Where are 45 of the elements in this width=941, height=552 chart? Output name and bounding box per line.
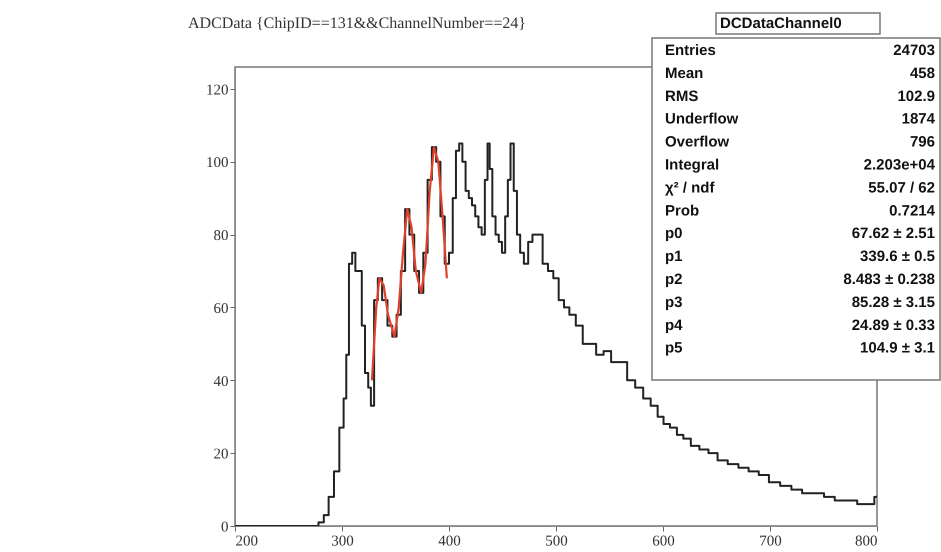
text: Entries xyxy=(665,42,716,59)
text: 0.7214 xyxy=(889,202,936,220)
x-tick-label: 300 xyxy=(331,534,354,550)
x-tick-label: 500 xyxy=(545,534,568,550)
annotation: 24.89 ± 0.33 xyxy=(852,316,935,334)
annotation: p4 xyxy=(665,316,684,334)
annotation: p0 xyxy=(665,225,683,242)
text: 24703 xyxy=(893,42,935,59)
x-tick-label: 600 xyxy=(652,534,675,550)
annotation: Integral xyxy=(665,156,720,174)
annotation: 55.07 / 62 xyxy=(868,179,935,196)
x-tick-label: 700 xyxy=(759,534,782,550)
x-tick-label: 200 xyxy=(236,534,258,550)
x-tick-label: 800 xyxy=(855,534,878,550)
annotation: Prob xyxy=(665,202,700,220)
chart-title: ADCData {ChipID==131&&ChannelNumber==24} xyxy=(188,15,526,32)
annotation: p5 xyxy=(665,340,683,357)
annotation: p2 xyxy=(665,271,683,288)
annotation: 2.203e+04 xyxy=(864,156,936,174)
y-tick-label: 60 xyxy=(214,300,228,317)
text: 796 xyxy=(910,134,935,151)
y-tick-label: 0 xyxy=(221,520,228,536)
annotation: p1 xyxy=(665,248,683,266)
text: 458 xyxy=(910,64,935,82)
line-series xyxy=(370,146,448,382)
text: 1874 xyxy=(902,110,936,128)
text: 102.9 xyxy=(897,88,935,105)
annotation: Overflow xyxy=(665,134,730,151)
y-tick-label: 80 xyxy=(214,228,228,244)
annotation: 85.28 ± 3.15 xyxy=(852,294,935,311)
annotation: Mean xyxy=(665,64,704,82)
annotation: RMS xyxy=(665,88,698,105)
annotation: p3 xyxy=(665,294,683,311)
annotation: 104.9 ± 3.1 xyxy=(860,340,935,357)
annotation: 67.62 ± 2.51 xyxy=(852,225,935,242)
y-tick-label: 120 xyxy=(206,82,228,98)
y-tick-label: 20 xyxy=(214,446,228,463)
annotation: χ² / ndf xyxy=(665,179,716,196)
annotation: 339.6 ± 0.5 xyxy=(860,248,935,266)
text: DCDataChannel0 xyxy=(720,15,842,32)
x-tick-label: 400 xyxy=(438,534,461,550)
y-tick-label: 100 xyxy=(206,155,228,172)
y-tick-label: 40 xyxy=(214,374,228,390)
annotation: Underflow xyxy=(665,110,739,128)
annotation: 8.483 ± 0.238 xyxy=(843,271,935,288)
